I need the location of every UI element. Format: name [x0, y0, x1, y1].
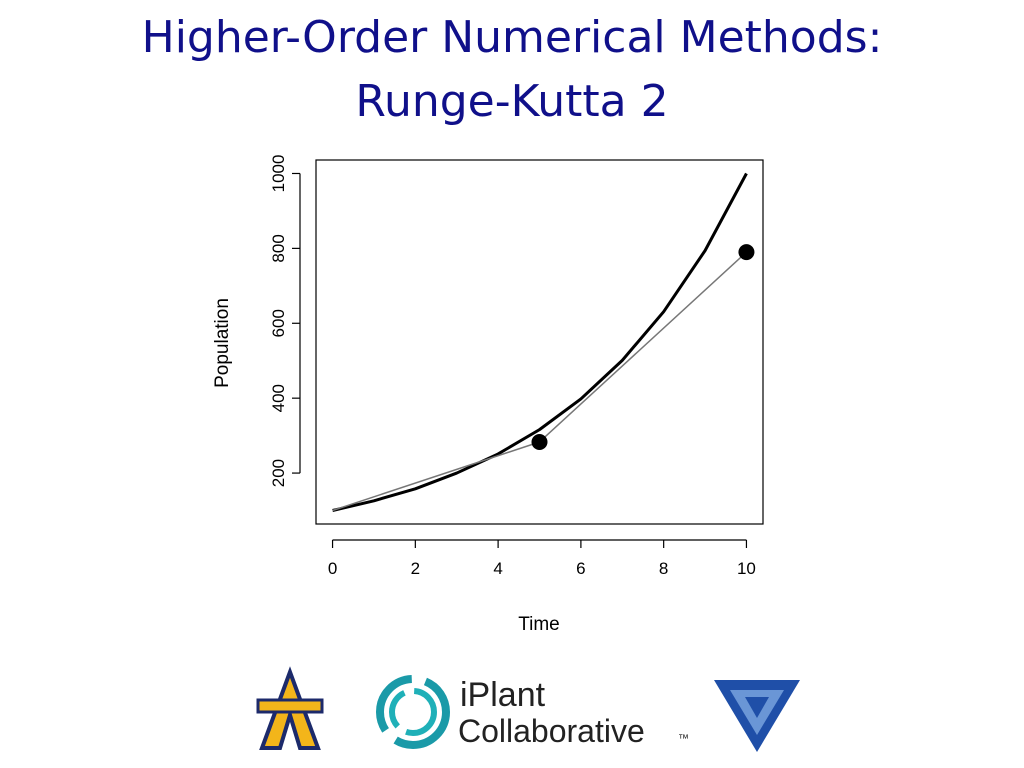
x-axis-label: Time: [518, 614, 560, 635]
logo-tm: ™: [678, 733, 689, 745]
plot: 0 2 4 6 8 10 200 400 600 800 1000: [269, 155, 756, 578]
logo-iplant-mark: [376, 675, 450, 749]
title-line: Runge-Kutta 2: [355, 76, 668, 127]
logo-text: iPlant: [460, 676, 546, 714]
logo-at: [256, 666, 324, 750]
x-tick-label: 10: [737, 559, 756, 578]
x-tick-label: 6: [576, 559, 585, 578]
y-tick-label: 600: [269, 309, 288, 337]
y-tick-label: 1000: [269, 155, 288, 193]
y-tick-label: 800: [269, 234, 288, 262]
title-line: Higher-Order Numerical Methods:: [142, 12, 883, 63]
y-tick-label: 200: [269, 459, 288, 487]
data-point: [738, 244, 755, 261]
logo-text: Collaborative: [458, 713, 645, 749]
y-axis-label: Population: [212, 298, 233, 388]
data-line: [332, 251, 747, 512]
plot-box: [315, 159, 764, 525]
data-line: [332, 172, 748, 512]
x-tick-label: 2: [411, 559, 420, 578]
logo-triangle: [714, 680, 800, 752]
x-tick-label: 0: [328, 559, 337, 578]
data-point: [531, 433, 548, 450]
x-tick-label: 4: [493, 559, 502, 578]
x-tick-label: 8: [659, 559, 668, 578]
y-tick-label: 400: [269, 384, 288, 412]
